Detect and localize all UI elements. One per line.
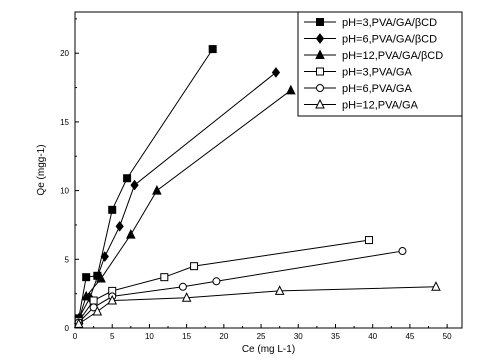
legend-label: pH=12,PVA/GA/βCD xyxy=(342,50,443,62)
plot-frame xyxy=(74,11,463,329)
data-point xyxy=(92,305,103,316)
x-tick-label: 25 xyxy=(257,332,266,341)
y-tick-label: 15 xyxy=(60,118,69,127)
x-tick-label: 20 xyxy=(219,332,228,341)
x-tick-label: 35 xyxy=(331,332,340,341)
data-point xyxy=(208,45,217,54)
data-point xyxy=(73,318,84,328)
legend-marker xyxy=(315,98,325,109)
data-point xyxy=(123,174,132,183)
x-tick-label: 40 xyxy=(368,332,377,341)
data-point xyxy=(431,281,441,291)
legend: pH=3,PVA/GA/βCD pH=6,PVA/GA/βCD pH=12,PVA/… xyxy=(297,11,463,117)
data-point xyxy=(271,67,281,78)
data-point xyxy=(96,272,106,283)
legend-marker xyxy=(316,18,324,26)
legend-label: pH=6,PVA/GA/βCD xyxy=(342,34,437,46)
data-point xyxy=(152,184,162,195)
data-point xyxy=(398,247,407,256)
series-layer xyxy=(73,45,441,328)
x-tick-label: 0 xyxy=(73,332,78,341)
data-point xyxy=(130,179,139,191)
legend-label: pH=12,PVA/GA xyxy=(342,100,419,112)
legend-marker xyxy=(316,67,324,76)
legend-marker xyxy=(315,49,325,59)
x-tick-label: 15 xyxy=(182,332,191,341)
legend-label: pH=3,PVA/GA/βCD xyxy=(342,17,437,29)
data-point xyxy=(89,296,98,305)
data-point xyxy=(82,273,91,282)
x-tick-label: 5 xyxy=(110,332,115,341)
y-tick-label: 10 xyxy=(60,187,69,196)
data-point xyxy=(160,273,169,282)
series-2 xyxy=(74,67,281,324)
series-4 xyxy=(74,236,373,326)
data-point xyxy=(364,236,373,245)
x-axis-label: Ce (mg L-1) xyxy=(242,344,295,355)
axes: 0 5 10 15 20 25 30 35 40 45 50 0 5 10 15 20 xyxy=(60,11,463,341)
data-point xyxy=(108,205,117,214)
x-tick-label: 50 xyxy=(443,332,452,341)
legend-marker xyxy=(316,84,324,92)
series-line xyxy=(78,239,370,322)
data-point xyxy=(126,228,136,239)
series-6 xyxy=(73,281,441,328)
data-point xyxy=(286,84,296,95)
series-line xyxy=(78,286,436,325)
legend-label: pH=3,PVA/GA xyxy=(342,67,412,79)
data-point xyxy=(212,277,221,286)
data-point xyxy=(115,221,124,232)
y-axis-label: Qe (mgg-1) xyxy=(36,144,47,195)
y-tick-label: 20 xyxy=(60,49,69,58)
series-line xyxy=(78,48,214,319)
data-point xyxy=(107,294,118,305)
x-tick-label: 10 xyxy=(145,332,154,341)
series-line xyxy=(78,72,277,319)
legend-label: pH=6,PVA/GA xyxy=(342,83,412,95)
data-point xyxy=(178,282,187,291)
y-tick-label: 5 xyxy=(65,255,70,264)
legend-box xyxy=(297,11,463,117)
data-point xyxy=(274,285,285,295)
data-point xyxy=(181,292,192,302)
legend-marker xyxy=(315,33,325,44)
y-tick-label: 0 xyxy=(65,324,70,333)
data-point xyxy=(190,262,199,271)
data-point xyxy=(100,251,109,262)
x-tick-label: 30 xyxy=(294,332,303,341)
x-tick-label: 45 xyxy=(405,332,414,341)
data-point xyxy=(81,290,91,301)
